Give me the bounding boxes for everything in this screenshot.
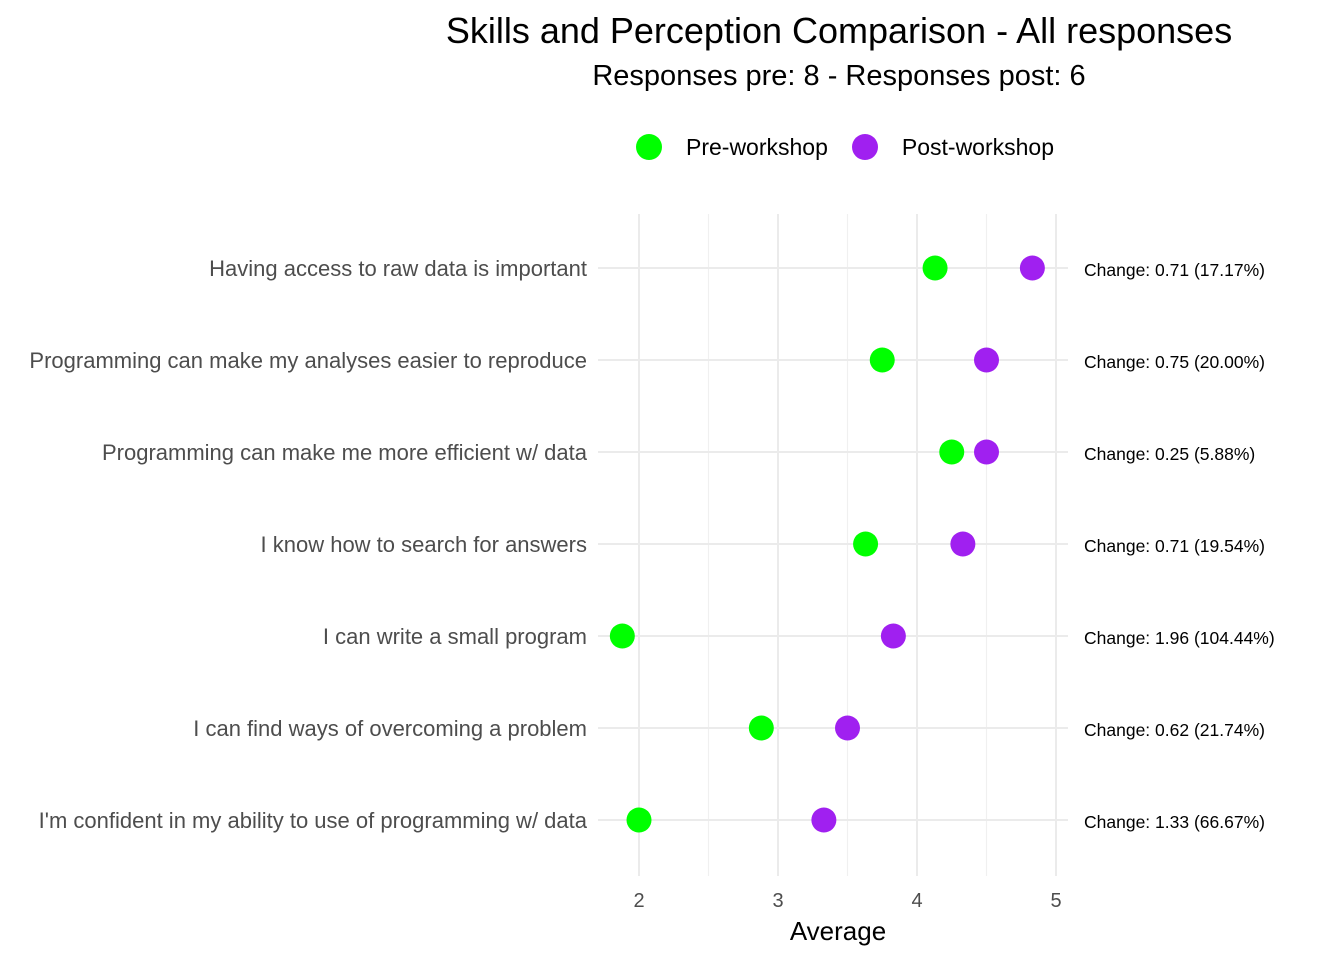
legend-label-pre: Pre-workshop: [686, 133, 828, 160]
category-label: Programming can make my analyses easier …: [29, 348, 587, 373]
category-label: I know how to search for answers: [261, 532, 587, 557]
point-pre: [939, 439, 965, 465]
legend-item-post: Post-workshop: [851, 133, 1055, 161]
change-annotation: Change: 0.71 (19.54%): [1084, 536, 1265, 556]
point-pre: [626, 807, 652, 833]
chart-subtitle: Responses pre: 8 - Responses post: 6: [592, 60, 1086, 92]
x-axis-title: Average: [790, 916, 886, 946]
legend-label-post: Post-workshop: [901, 133, 1055, 160]
change-annotation: Change: 0.62 (21.74%): [1084, 720, 1265, 740]
point-pre: [922, 255, 948, 281]
legend-swatch-pre: [636, 134, 662, 160]
point-post: [811, 807, 837, 833]
category-label: Programming can make me more efficient w…: [102, 440, 588, 465]
point-pre: [853, 531, 879, 557]
point-post: [950, 531, 976, 557]
category-label: I can find ways of overcoming a problem: [193, 716, 587, 741]
change-annotation: Change: 0.71 (17.17%): [1084, 260, 1265, 280]
change-annotation: Change: 1.33 (66.67%): [1084, 812, 1265, 832]
legend-item-pre: Pre-workshop: [636, 134, 828, 161]
category-label: I can write a small program: [323, 624, 587, 649]
point-post: [974, 347, 999, 373]
x-tick-label: 2: [633, 890, 644, 912]
x-tick-label: 5: [1050, 890, 1061, 912]
x-tick-label: 4: [911, 890, 922, 912]
chart-title: Skills and Perception Comparison - All r…: [445, 10, 1233, 51]
point-pre: [609, 623, 635, 649]
point-post: [880, 623, 906, 649]
x-tick-label: 3: [772, 890, 783, 912]
point-pre: [869, 347, 895, 373]
point-post: [835, 715, 860, 741]
change-annotation: Change: 0.25 (5.88%): [1084, 444, 1255, 464]
point-post: [1019, 255, 1045, 281]
legend: Pre-workshop Post-workshop: [636, 130, 1078, 164]
change-annotation: Change: 1.96 (104.44%): [1084, 628, 1275, 648]
category-label: I'm confident in my ability to use of pr…: [39, 808, 588, 833]
change-annotation: Change: 0.75 (20.00%): [1084, 352, 1265, 372]
point-post: [974, 439, 999, 465]
point-pre: [748, 715, 774, 741]
legend-swatch-post: [851, 134, 878, 160]
category-label: Having access to raw data is important: [209, 256, 587, 281]
